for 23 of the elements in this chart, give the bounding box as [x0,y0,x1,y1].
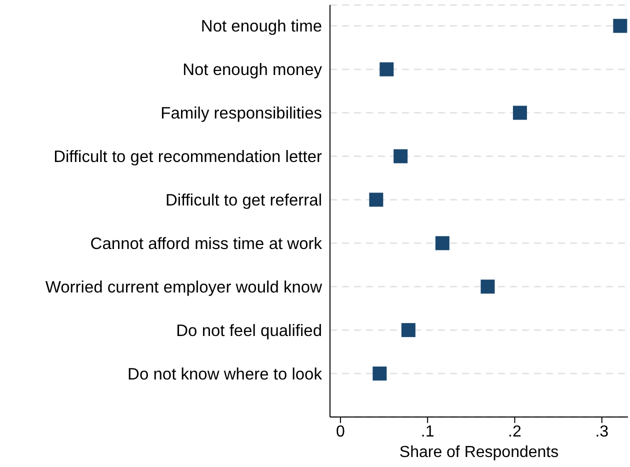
y-tick-label: Do not know where to look [128,365,323,384]
y-tick-label: Not enough money [182,61,323,80]
x-tick-label: .1 [420,423,434,440]
y-tick-label: Worried current employer would know [45,278,322,296]
x-tick-label: .3 [595,423,609,440]
y-tick-label: Cannot afford miss time at work [90,235,323,254]
y-tick-label: Family responsibilities [160,104,322,123]
point [480,280,495,294]
point [401,323,416,338]
y-tick-label: Difficult to get referral [165,192,322,210]
x-axis-title: Share of Respondents [399,444,559,461]
point [372,366,387,381]
x-tick-label: 0 [336,423,346,440]
point [394,149,408,164]
point [613,18,628,33]
point [512,106,527,120]
y-tick-label: Difficult to get recommendation letter [54,148,322,166]
x-tick-label: .2 [508,423,522,440]
point [435,236,450,250]
point [380,62,394,76]
y-tick-label: Not enough time [200,18,322,36]
y-tick-label: Do not feel qualified [176,322,322,340]
point [369,192,384,207]
